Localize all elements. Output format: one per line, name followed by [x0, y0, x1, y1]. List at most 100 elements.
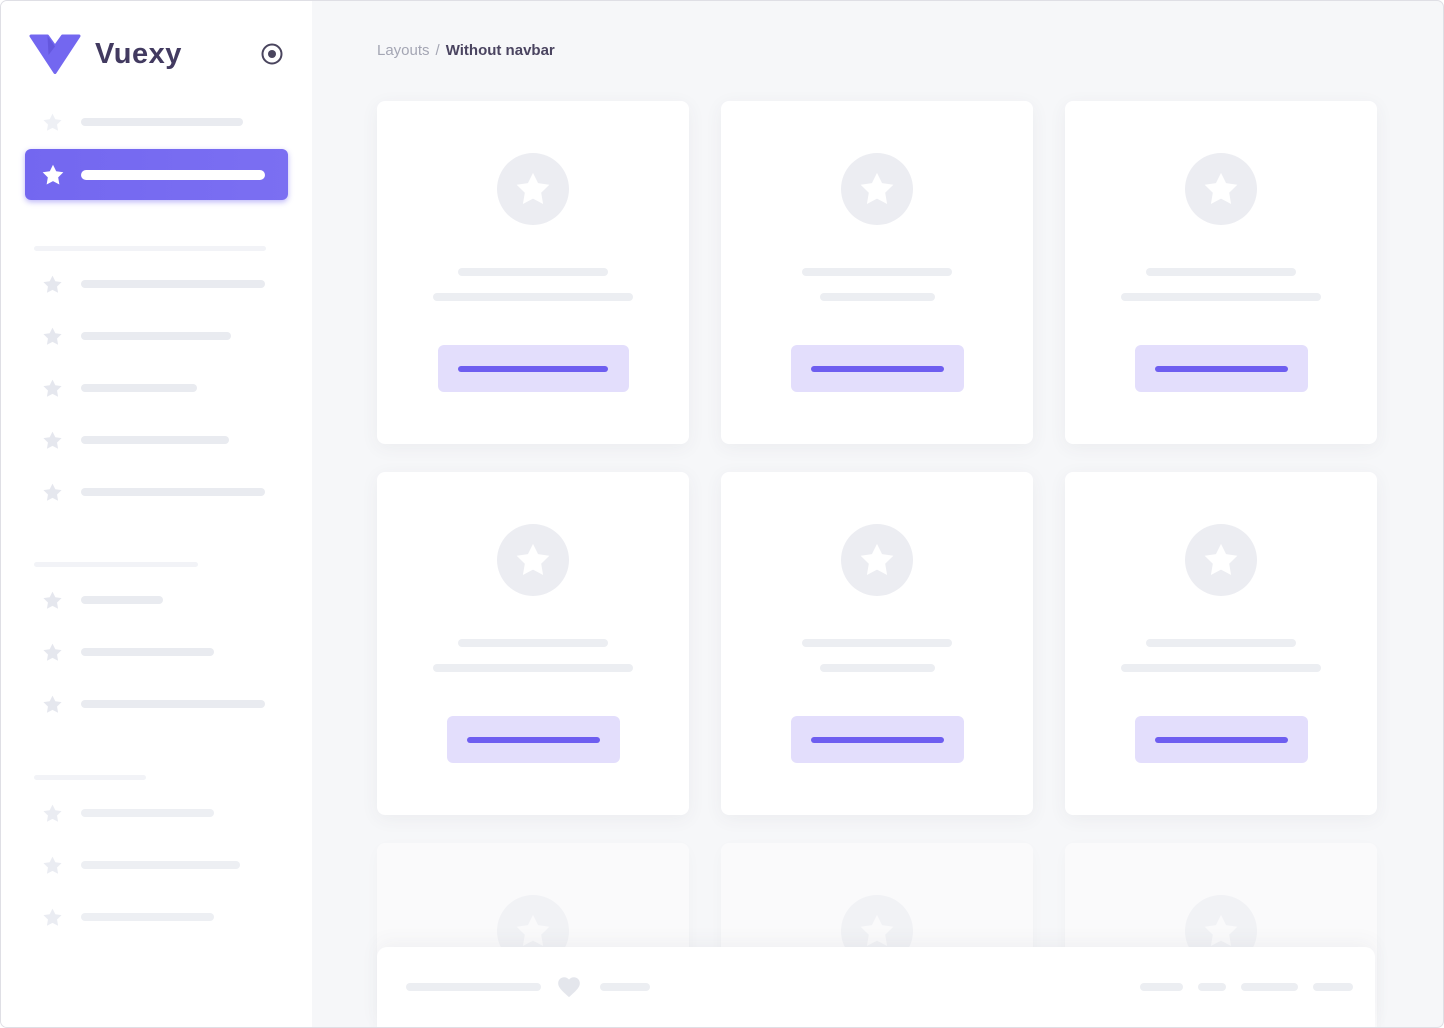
button-label-skeleton [810, 736, 944, 743]
avatar [497, 153, 569, 225]
avatar [841, 153, 913, 225]
sidebar-item[interactable] [25, 466, 288, 518]
breadcrumb: Layouts / Without navbar [377, 41, 1375, 61]
sidebar-item[interactable] [25, 678, 288, 730]
button-label-skeleton [1154, 365, 1288, 372]
menu-label-skeleton [81, 384, 197, 392]
menu-label-skeleton [81, 488, 265, 496]
menu-label-skeleton [81, 861, 240, 869]
placeholder-card [377, 101, 689, 444]
star-icon [43, 275, 62, 293]
sidebar: Vuexy [1, 1, 312, 1027]
heart-icon[interactable] [555, 974, 583, 1000]
sidebar-item[interactable] [25, 96, 288, 148]
star-icon [43, 113, 62, 131]
menu-section-divider [34, 246, 266, 251]
vuexy-logo-icon [29, 34, 81, 74]
skeleton-title-line [1146, 639, 1296, 647]
star-icon [43, 483, 62, 501]
sidebar-item[interactable] [25, 839, 288, 891]
placeholder-button[interactable] [446, 716, 620, 763]
footer-link-skeleton[interactable] [1140, 983, 1183, 991]
sidebar-item[interactable] [25, 414, 288, 466]
placeholder-card [721, 101, 1033, 444]
sidebar-header: Vuexy [1, 1, 312, 74]
brand-logo[interactable]: Vuexy [29, 34, 182, 74]
star-icon [516, 914, 550, 946]
menu-label-skeleton [81, 118, 243, 126]
star-icon [43, 856, 62, 874]
main-content: Layouts / Without navbar [312, 1, 1443, 1027]
menu-label-skeleton [81, 169, 265, 180]
brand-name: Vuexy [95, 37, 182, 70]
skeleton-subtitle-line [1121, 293, 1321, 301]
star-icon [516, 543, 550, 575]
menu-label-skeleton [81, 436, 229, 444]
placeholder-button[interactable] [790, 716, 964, 763]
skeleton-subtitle-line [1121, 664, 1321, 672]
placeholder-button[interactable] [790, 345, 964, 392]
footer-text-skeleton [600, 983, 650, 991]
menu-label-skeleton [81, 332, 231, 340]
star-icon [42, 164, 64, 184]
star-icon [1204, 172, 1238, 204]
skeleton-subtitle-line [819, 293, 935, 301]
menu-section-divider [34, 562, 198, 567]
sidebar-item[interactable] [25, 574, 288, 626]
footer-link-skeleton[interactable] [1241, 983, 1298, 991]
avatar [1185, 524, 1257, 596]
skeleton-title-line [802, 268, 952, 276]
placeholder-button[interactable] [437, 345, 629, 392]
footer-bar [377, 947, 1375, 1027]
footer-left-group [406, 974, 650, 1000]
footer-text-skeleton [406, 983, 541, 991]
button-label-skeleton [458, 365, 608, 372]
sidebar-item[interactable] [25, 891, 288, 943]
skeleton-subtitle-line [433, 293, 633, 301]
placeholder-button[interactable] [1134, 716, 1308, 763]
star-icon [43, 327, 62, 345]
menu-pin-toggle-icon[interactable] [260, 42, 284, 66]
menu-label-skeleton [81, 700, 265, 708]
star-icon [43, 695, 62, 713]
placeholder-button[interactable] [1134, 345, 1308, 392]
star-icon [43, 591, 62, 609]
card-grid [377, 101, 1377, 1027]
skeleton-title-line [802, 639, 952, 647]
sidebar-item[interactable] [25, 258, 288, 310]
star-icon [43, 431, 62, 449]
skeleton-title-line [458, 268, 608, 276]
menu-label-skeleton [81, 809, 214, 817]
menu-group [25, 787, 288, 943]
sidebar-item[interactable] [25, 787, 288, 839]
skeleton-subtitle-line [433, 664, 633, 672]
button-label-skeleton [466, 736, 600, 743]
sidebar-item[interactable] [25, 626, 288, 678]
menu-label-skeleton [81, 280, 265, 288]
avatar [497, 524, 569, 596]
placeholder-card [1065, 101, 1377, 444]
menu-label-skeleton [81, 913, 214, 921]
footer-link-skeleton[interactable] [1313, 983, 1353, 991]
skeleton-subtitle-line [819, 664, 935, 672]
star-icon [860, 914, 894, 946]
skeleton-title-line [458, 639, 608, 647]
breadcrumb-current: Without navbar [445, 42, 555, 59]
breadcrumb-parent[interactable]: Layouts [377, 42, 430, 59]
footer-link-skeleton[interactable] [1198, 983, 1226, 991]
star-icon [516, 172, 550, 204]
sidebar-item[interactable] [25, 310, 288, 362]
button-label-skeleton [1154, 736, 1288, 743]
menu-section-divider [34, 775, 146, 780]
placeholder-card [1065, 472, 1377, 815]
menu-label-skeleton [81, 648, 214, 656]
sidebar-item[interactable] [25, 362, 288, 414]
placeholder-card [377, 472, 689, 815]
star-icon [43, 908, 62, 926]
menu-label-skeleton [81, 596, 163, 604]
star-icon [43, 379, 62, 397]
sidebar-item-active[interactable] [25, 149, 288, 200]
sidebar-menu [1, 96, 312, 943]
skeleton-title-line [1146, 268, 1296, 276]
